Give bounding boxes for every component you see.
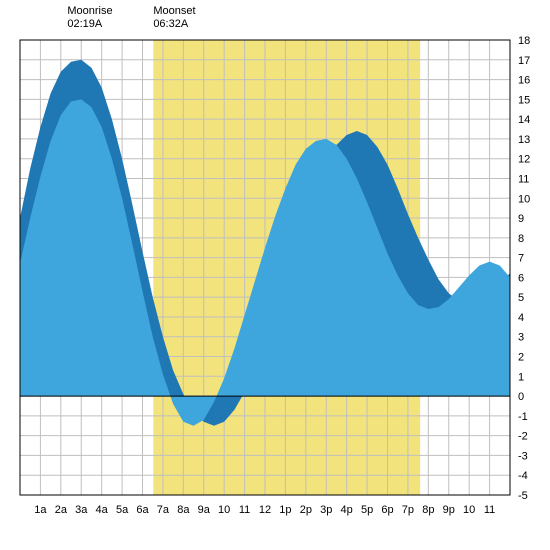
x-tick-label: 7a (157, 504, 170, 516)
x-tick-label: 10 (218, 504, 230, 516)
y-tick-label: 15 (518, 94, 530, 106)
y-tick-label: 16 (518, 75, 530, 87)
x-tick-label: 6a (136, 504, 149, 516)
y-tick-label: -5 (518, 490, 528, 502)
x-tick-label: 12 (259, 504, 271, 516)
y-tick-label: 8 (518, 233, 524, 245)
x-tick-label: 9p (443, 504, 455, 516)
x-tick-label: 5p (361, 504, 373, 516)
x-tick-label: 2p (300, 504, 312, 516)
y-tick-label: 6 (518, 272, 524, 284)
x-tick-label: 5a (116, 504, 129, 516)
x-tick-label: 9a (198, 504, 211, 516)
x-tick-label: 8a (177, 504, 190, 516)
x-tick-label: 10 (463, 504, 475, 516)
y-tick-label: 13 (518, 134, 530, 146)
y-tick-label: 0 (518, 391, 524, 403)
x-tick-label: 1p (279, 504, 291, 516)
svg-text:02:19A: 02:19A (67, 18, 103, 30)
y-tick-label: 18 (518, 35, 530, 47)
y-tick-label: 2 (518, 352, 524, 364)
y-tick-label: -3 (518, 450, 528, 462)
x-tick-label: 3a (75, 504, 88, 516)
x-tick-label: 11 (239, 504, 250, 516)
svg-text:Moonrise: Moonrise (67, 5, 112, 17)
chart-svg: -5-4-3-2-101234567891011121314151617181a… (0, 0, 550, 550)
y-tick-label: 9 (518, 213, 524, 225)
y-tick-label: -1 (518, 411, 528, 423)
y-tick-label: 14 (518, 114, 530, 126)
y-tick-label: 5 (518, 292, 524, 304)
x-tick-label: 11 (484, 504, 495, 516)
y-tick-label: 12 (518, 154, 530, 166)
x-tick-label: 4p (341, 504, 353, 516)
x-tick-label: 2a (55, 504, 68, 516)
y-tick-label: 11 (518, 173, 529, 185)
x-tick-label: 8p (422, 504, 434, 516)
svg-text:06:32A: 06:32A (153, 18, 189, 30)
svg-text:Moonset: Moonset (153, 5, 195, 17)
x-tick-label: 7p (402, 504, 414, 516)
y-tick-label: 10 (518, 193, 530, 205)
y-tick-label: 4 (518, 312, 524, 324)
y-tick-label: 1 (518, 371, 524, 383)
y-tick-label: 17 (518, 55, 530, 67)
y-tick-label: -2 (518, 431, 528, 443)
x-tick-label: 6p (381, 504, 393, 516)
y-tick-label: 3 (518, 332, 524, 344)
x-tick-label: 3p (320, 504, 332, 516)
y-tick-label: 7 (518, 253, 524, 265)
y-tick-label: -4 (518, 470, 528, 482)
tide-chart: -5-4-3-2-101234567891011121314151617181a… (0, 0, 550, 550)
x-tick-label: 1a (34, 504, 47, 516)
x-tick-label: 4a (96, 504, 109, 516)
